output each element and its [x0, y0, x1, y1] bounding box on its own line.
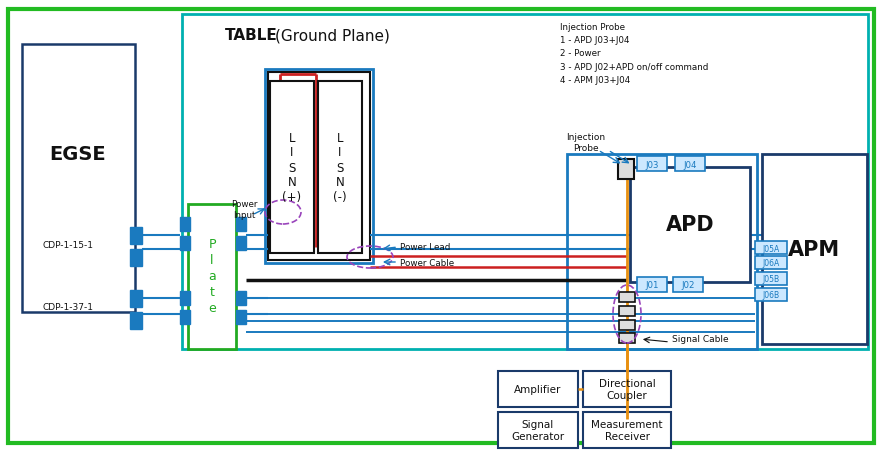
- Text: J06B: J06B: [762, 291, 780, 300]
- Bar: [618, 160, 634, 180]
- Bar: [583, 412, 671, 448]
- Bar: [236, 310, 246, 324]
- Bar: [318, 82, 362, 253]
- Bar: [130, 312, 142, 329]
- Bar: [270, 82, 314, 253]
- Text: APM: APM: [788, 239, 840, 259]
- Bar: [498, 371, 578, 407]
- Text: TABLE: TABLE: [225, 28, 278, 43]
- Text: J01: J01: [645, 281, 659, 290]
- Bar: [236, 291, 246, 305]
- Bar: [675, 157, 705, 172]
- Text: Injection
Probe: Injection Probe: [566, 133, 606, 152]
- Bar: [619, 333, 635, 343]
- Text: L
I
S
N
(-): L I S N (-): [333, 131, 347, 204]
- Bar: [265, 70, 373, 263]
- Text: J02: J02: [682, 281, 695, 290]
- Bar: [236, 217, 246, 232]
- Bar: [630, 167, 750, 283]
- Bar: [762, 155, 867, 344]
- Text: J05A: J05A: [762, 244, 780, 253]
- Bar: [755, 288, 787, 301]
- Bar: [22, 45, 135, 312]
- Text: Injection Probe
1 - APD J03+J04
2 - Power
3 - APD J02+APD on/off command
4 - APM: Injection Probe 1 - APD J03+J04 2 - Powe…: [560, 23, 708, 85]
- Bar: [567, 155, 757, 349]
- Text: Directional
Coupler: Directional Coupler: [599, 379, 655, 400]
- Bar: [755, 273, 787, 285]
- Bar: [498, 412, 578, 448]
- Bar: [180, 217, 190, 232]
- Bar: [182, 15, 868, 349]
- Bar: [180, 237, 190, 250]
- Bar: [755, 242, 787, 254]
- Text: APD: APD: [666, 214, 714, 234]
- Text: L
I
S
N
(+): L I S N (+): [283, 131, 302, 204]
- Bar: [673, 278, 703, 293]
- Text: Power
Input: Power Input: [230, 200, 257, 219]
- Bar: [268, 73, 370, 260]
- Text: J04: J04: [683, 160, 697, 169]
- Bar: [619, 306, 635, 316]
- Text: Signal
Generator: Signal Generator: [511, 419, 564, 441]
- Text: J03: J03: [645, 160, 659, 169]
- Bar: [637, 157, 667, 172]
- Text: Power Lead: Power Lead: [400, 243, 450, 252]
- Bar: [130, 249, 142, 267]
- Text: CDP-1-15-1: CDP-1-15-1: [42, 240, 93, 249]
- Bar: [583, 371, 671, 407]
- Text: J06A: J06A: [762, 259, 780, 268]
- Bar: [130, 290, 142, 307]
- Text: Power Cable: Power Cable: [400, 258, 454, 267]
- Bar: [180, 310, 190, 324]
- Bar: [619, 293, 635, 302]
- Text: J05B: J05B: [762, 275, 780, 284]
- Text: EGSE: EGSE: [49, 145, 106, 164]
- Bar: [755, 257, 787, 269]
- Bar: [180, 291, 190, 305]
- Bar: [188, 205, 236, 349]
- Text: Signal Cable: Signal Cable: [672, 335, 728, 344]
- Text: CDP-1-37-1: CDP-1-37-1: [42, 302, 93, 311]
- Text: Measurement
Receiver: Measurement Receiver: [592, 419, 663, 441]
- Bar: [236, 237, 246, 250]
- Bar: [619, 320, 635, 330]
- Bar: [130, 228, 142, 244]
- Bar: [637, 278, 667, 293]
- Text: P
l
a
t
e: P l a t e: [208, 238, 215, 315]
- Text: Amplifier: Amplifier: [514, 384, 562, 394]
- Text: (Ground Plane): (Ground Plane): [275, 28, 390, 43]
